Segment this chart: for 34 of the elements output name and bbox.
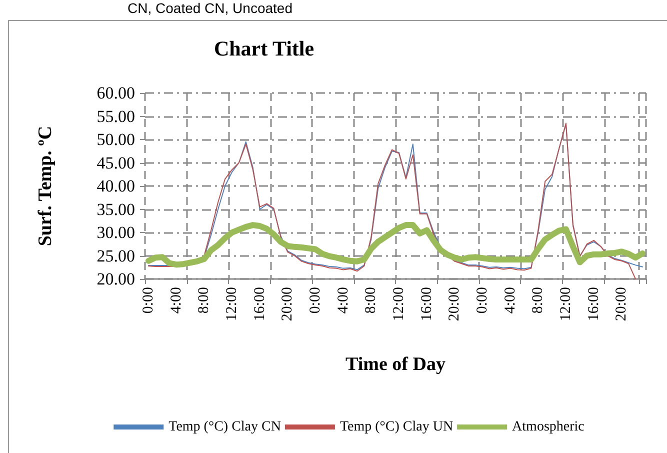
x-tick-label: 0:00 bbox=[474, 287, 490, 314]
text: CN, Coated CN, Uncoated bbox=[126, 0, 294, 16]
x-tick-label: 0:00 bbox=[307, 287, 324, 314]
x-tick-label: 12:00 bbox=[390, 287, 407, 322]
x-tick-label: 4:00 bbox=[168, 287, 184, 314]
x-tick-label: 20:00 bbox=[614, 287, 630, 322]
chart-title: Chart Title bbox=[214, 36, 314, 60]
legend-label: Atmospheric bbox=[512, 420, 584, 434]
x-tick-label: 4:00 bbox=[502, 287, 518, 314]
x-tick-label: 8:00 bbox=[363, 287, 380, 314]
x-axis-title: Time of Day bbox=[346, 354, 446, 375]
y-tick-label: 25.00 bbox=[96, 246, 135, 266]
x-tick-label: 16:00 bbox=[586, 287, 602, 322]
y-tick-label: 30.00 bbox=[96, 223, 135, 242]
x-tick-label: 16:00 bbox=[418, 287, 435, 322]
x-tick-label: 12:00 bbox=[558, 287, 574, 322]
legend-label: Temp (°C) Clay UN bbox=[340, 420, 454, 434]
x-tick-label: 20:00 bbox=[280, 287, 296, 322]
y-tick-label: 55.00 bbox=[96, 106, 135, 126]
legend-label: Temp (°C) Clay CN bbox=[168, 420, 281, 434]
x-tick-label: 8:00 bbox=[196, 287, 212, 314]
y-axis-title: Surf. Temp. ºC bbox=[35, 126, 56, 246]
y-tick-label: 50.00 bbox=[96, 130, 135, 149]
y-tick-label: 45.00 bbox=[96, 153, 135, 172]
y-tick-label: 20.00 bbox=[96, 270, 135, 288]
x-tick-label: 4:00 bbox=[335, 287, 352, 314]
x-tick-label: 8:00 bbox=[530, 287, 546, 314]
y-tick-label: 35.00 bbox=[96, 200, 135, 219]
x-tick-label: 20:00 bbox=[446, 287, 463, 322]
y-tick-label: 60.00 bbox=[96, 84, 135, 102]
x-tick-label: 0:00 bbox=[140, 287, 156, 314]
y-tick-label: 40.00 bbox=[96, 176, 135, 196]
x-tick-label: 16:00 bbox=[252, 287, 268, 322]
x-tick-label: 12:00 bbox=[224, 287, 240, 322]
